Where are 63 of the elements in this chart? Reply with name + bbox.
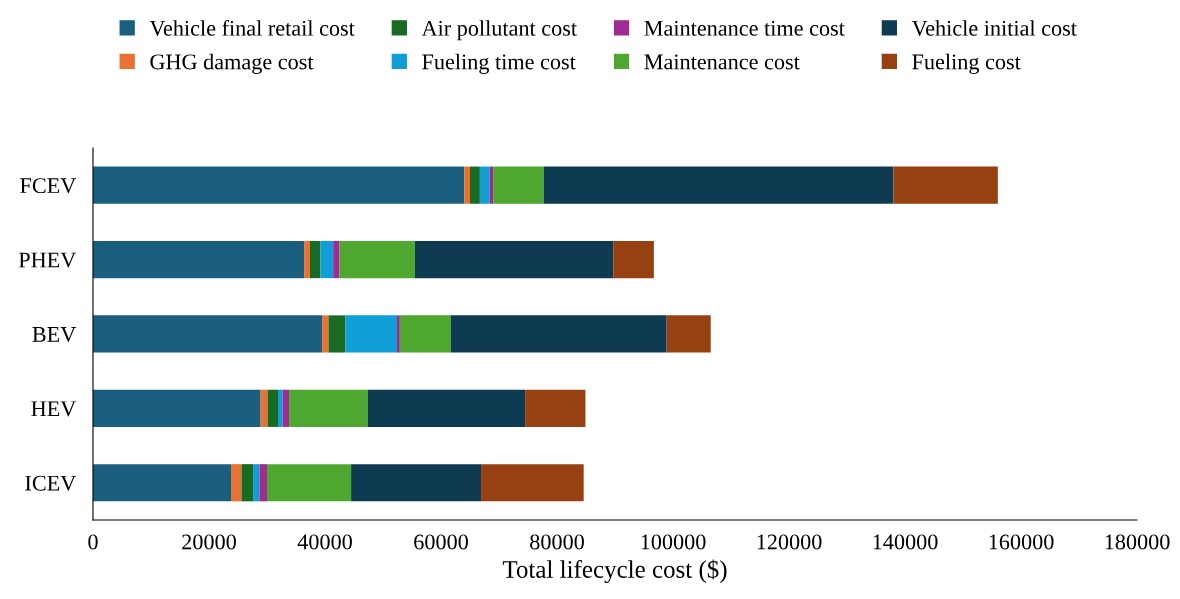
x-tick-label: 180000: [1105, 534, 1170, 550]
legend-label: Vehicle initial cost: [911, 20, 1077, 36]
bar: [613, 240, 654, 279]
bar: [396, 315, 400, 353]
bar: [399, 315, 451, 353]
bar: [92, 464, 232, 502]
bar: [322, 315, 329, 353]
bar: [260, 389, 268, 427]
bar: [92, 389, 261, 427]
bar: [92, 240, 305, 279]
bar: [231, 464, 242, 502]
bar: [333, 240, 340, 279]
bar: [464, 166, 471, 204]
bar: [266, 464, 352, 502]
x-tick-label: 60000: [414, 534, 468, 550]
bar: [253, 464, 260, 502]
x-tick-label: 160000: [989, 534, 1054, 550]
bar: [543, 166, 894, 204]
bar: [525, 389, 586, 427]
bar: [666, 315, 711, 353]
bar: [893, 166, 998, 204]
bar: [304, 240, 310, 279]
bar: [267, 389, 279, 427]
x-tick-label: 40000: [297, 534, 352, 550]
y-tick-label: FCEV: [20, 178, 77, 194]
bar: [289, 389, 368, 427]
bar: [351, 464, 482, 502]
bar: [339, 240, 415, 279]
legend-label: Fueling time cost: [422, 53, 576, 74]
legend-label: GHG damage cost: [150, 53, 314, 74]
bar: [345, 315, 397, 353]
bar: [414, 240, 614, 279]
bar: [278, 389, 283, 427]
x-tick-label: 80000: [530, 534, 584, 550]
legend-label: Vehicle final retail cost: [149, 19, 355, 36]
legend-label: Air pollutant cost: [421, 20, 577, 41]
bar: [493, 166, 544, 204]
bar: [479, 166, 490, 204]
legend-label: Maintenance cost: [644, 54, 800, 70]
bar: [328, 315, 346, 353]
y-tick-label: ICEV: [25, 475, 77, 491]
bar: [259, 464, 267, 502]
bar: [92, 166, 465, 204]
bar: [481, 464, 584, 502]
legend-label: Fueling cost: [912, 53, 1021, 74]
bar: [309, 240, 321, 279]
x-tick-label: 20000: [182, 534, 236, 550]
legend-label: Maintenance time cost: [644, 20, 845, 36]
x-axis-title: Total lifecycle cost ($): [502, 559, 727, 584]
y-tick-label: BEV: [32, 327, 77, 342]
bar: [282, 389, 290, 427]
x-tick-label: 0: [88, 534, 98, 550]
bar: [367, 389, 526, 427]
bar: [92, 315, 323, 353]
bar: [241, 464, 254, 502]
y-tick-label: PHEV: [18, 252, 77, 268]
y-tick-label: HEV: [31, 401, 77, 417]
bar: [320, 240, 334, 279]
x-tick-label: 100000: [641, 534, 706, 550]
bar: [450, 315, 667, 353]
x-tick-label: 140000: [873, 534, 938, 550]
x-tick-label: 120000: [757, 534, 822, 550]
bar: [470, 166, 480, 204]
